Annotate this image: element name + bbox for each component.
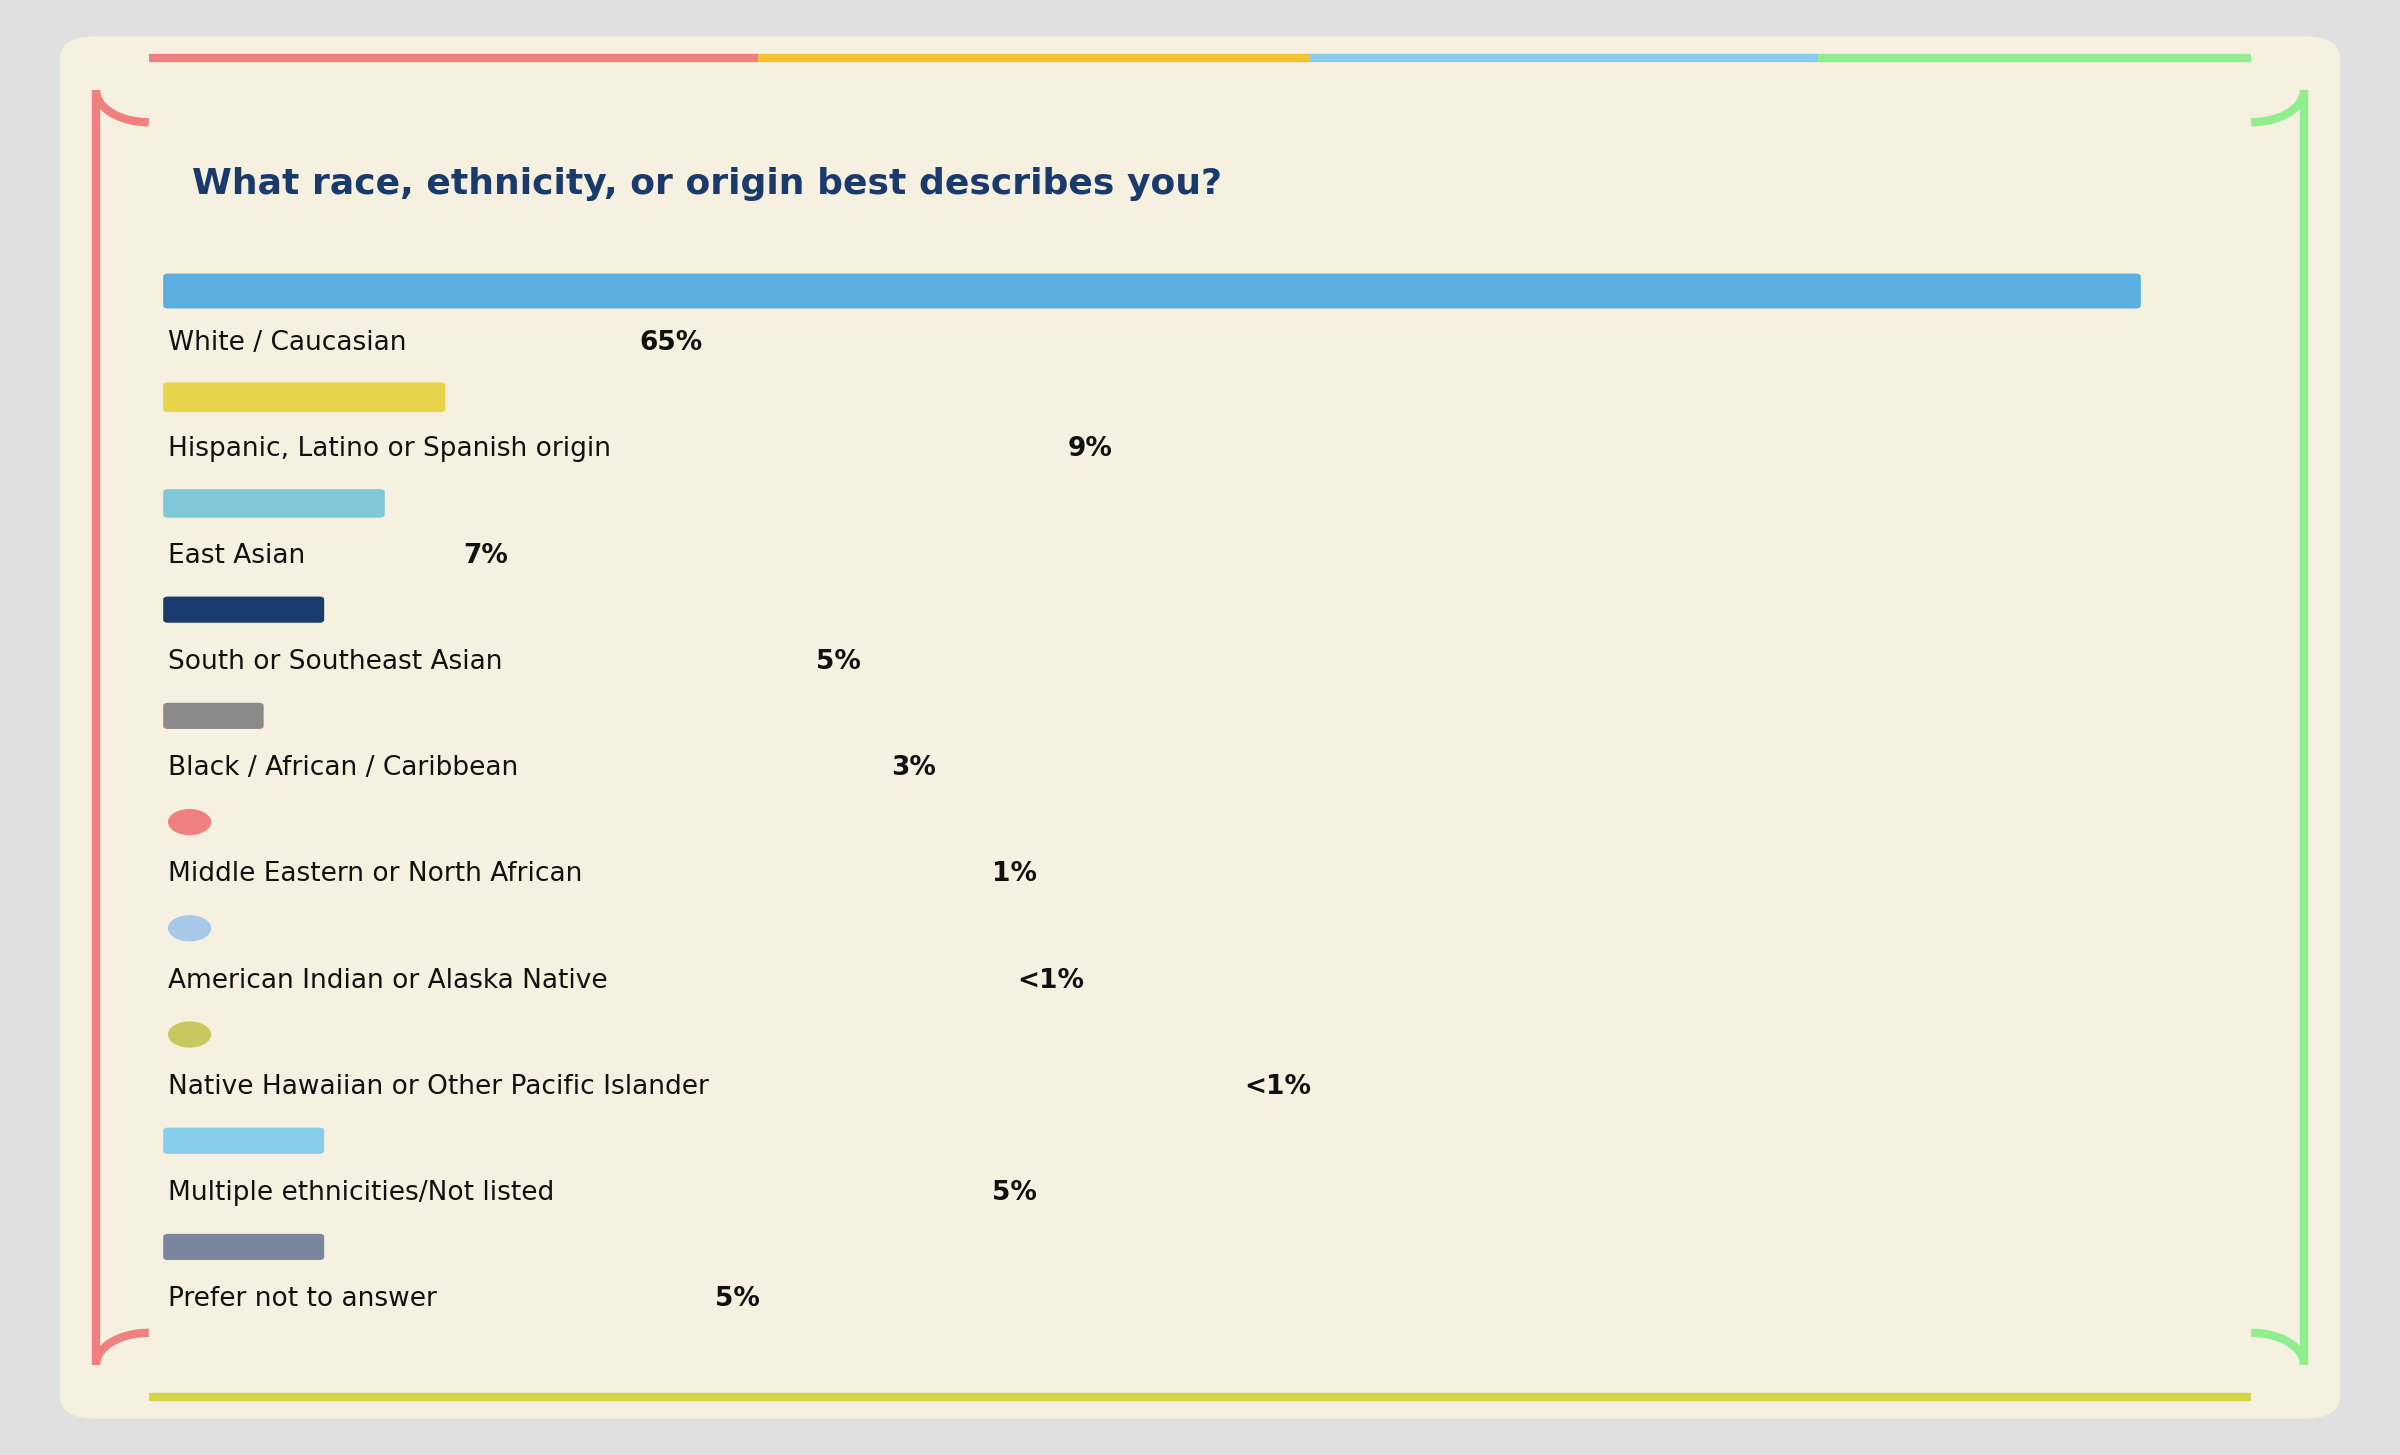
Text: American Indian or Alaska Native: American Indian or Alaska Native — [168, 968, 607, 994]
Text: 5%: 5% — [715, 1286, 761, 1312]
Circle shape — [168, 1021, 211, 1048]
Text: 7%: 7% — [463, 543, 509, 569]
FancyBboxPatch shape — [163, 597, 324, 623]
Circle shape — [168, 809, 211, 835]
Text: 5%: 5% — [994, 1180, 1037, 1206]
Text: Native Hawaiian or Other Pacific Islander: Native Hawaiian or Other Pacific Islande… — [168, 1074, 708, 1100]
FancyBboxPatch shape — [163, 489, 384, 518]
Text: 9%: 9% — [1068, 436, 1114, 463]
Text: 3%: 3% — [893, 755, 936, 781]
FancyBboxPatch shape — [163, 1128, 324, 1154]
Text: South or Southeast Asian: South or Southeast Asian — [168, 649, 502, 675]
FancyBboxPatch shape — [163, 703, 264, 729]
FancyBboxPatch shape — [60, 36, 2340, 1419]
Text: 1%: 1% — [994, 861, 1037, 888]
Text: Black / African / Caribbean: Black / African / Caribbean — [168, 755, 518, 781]
Circle shape — [168, 915, 211, 941]
Text: <1%: <1% — [1246, 1074, 1310, 1100]
Text: Prefer not to answer: Prefer not to answer — [168, 1286, 437, 1312]
Text: Multiple ethnicities/Not listed: Multiple ethnicities/Not listed — [168, 1180, 554, 1206]
Text: White / Caucasian: White / Caucasian — [168, 330, 406, 356]
Text: Middle Eastern or North African: Middle Eastern or North African — [168, 861, 583, 888]
Text: 5%: 5% — [816, 649, 862, 675]
Text: 65%: 65% — [638, 330, 703, 356]
Text: What race, ethnicity, or origin best describes you?: What race, ethnicity, or origin best des… — [192, 167, 1222, 201]
FancyBboxPatch shape — [163, 1234, 324, 1260]
FancyBboxPatch shape — [163, 274, 2141, 308]
Text: <1%: <1% — [1018, 968, 1085, 994]
FancyBboxPatch shape — [163, 383, 446, 412]
Text: East Asian: East Asian — [168, 543, 305, 569]
Text: Hispanic, Latino or Spanish origin: Hispanic, Latino or Spanish origin — [168, 436, 612, 463]
